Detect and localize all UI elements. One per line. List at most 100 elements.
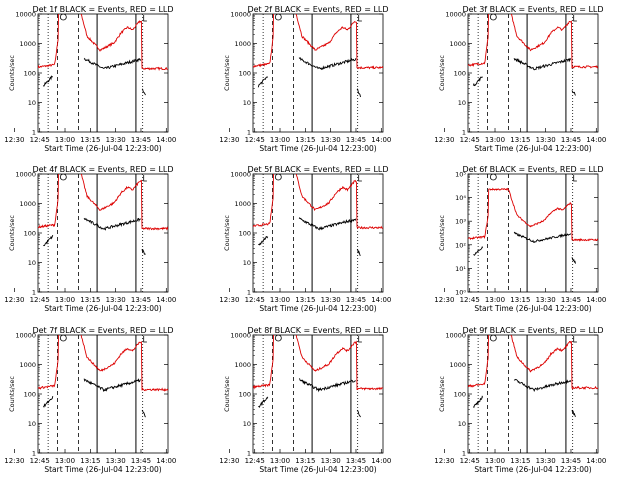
x-tick-label: 12:30 xyxy=(4,296,24,304)
top-corner-marker xyxy=(573,15,577,22)
y-tick-label: 10000 xyxy=(230,332,251,340)
x-tick-label: 14:00 xyxy=(156,296,176,304)
top-circle-marker xyxy=(489,335,497,342)
events-series-line xyxy=(42,57,146,96)
x-tick-label: 12:45 xyxy=(460,457,480,465)
x-tick-label: 13:30 xyxy=(536,296,556,304)
x-tick-label: 12:45 xyxy=(30,457,50,465)
events-series-line xyxy=(258,378,361,418)
x-axis-label: Start Time (26-Jul-04 12:23:00) xyxy=(44,465,161,474)
x-tick-label: 13:00 xyxy=(485,136,505,144)
y-tick-label: 1000 xyxy=(449,361,466,369)
x-tick-label: 13:45 xyxy=(131,457,151,465)
y-tick-label: 1000 xyxy=(19,40,36,48)
plot-title: Det 3f BLACK = Events, RED = LLD xyxy=(462,5,603,14)
detector-plot-9: Det 9f BLACK = Events, RED = LLD Counts/s… xyxy=(434,326,606,474)
detector-plot-4: Det 4f BLACK = Events, RED = LLD Counts/s… xyxy=(4,165,176,313)
y-tick-label: 10³ xyxy=(455,218,466,226)
detector-plot-2: Det 2f BLACK = Events, RED = LLD Counts/s… xyxy=(219,5,391,153)
y-tick-label: 10¹ xyxy=(455,265,466,273)
lld-series-line xyxy=(38,174,168,231)
detector-plot-6: Det 6f BLACK = Events, RED = LLD Counts/s… xyxy=(434,165,606,313)
top-circle-marker xyxy=(274,174,282,181)
x-tick-label: 13:45 xyxy=(346,136,366,144)
y-tick-label: 10000 xyxy=(230,171,251,179)
x-axis-label: Start Time (26-Jul-04 12:23:00) xyxy=(474,144,591,153)
x-tick-label: 13:30 xyxy=(536,136,556,144)
x-tick-label: 14:00 xyxy=(371,136,391,144)
y-tick-label: 100 xyxy=(24,230,36,238)
top-corner-marker xyxy=(143,175,147,182)
y-tick-label: 10000 xyxy=(15,11,36,19)
y-tick-label: 1000 xyxy=(19,200,36,208)
y-axis-label: Counts/sec xyxy=(8,376,16,412)
detector-plot-3: Det 3f BLACK = Events, RED = LLD Counts/s… xyxy=(434,5,606,153)
top-circle-marker xyxy=(489,14,497,21)
events-series-line xyxy=(257,57,361,98)
x-tick-label: 13:30 xyxy=(106,296,126,304)
lld-series-line xyxy=(38,14,168,72)
plot-title: Det 6f BLACK = Events, RED = LLD xyxy=(462,165,603,174)
x-tick-label: 13:15 xyxy=(80,457,100,465)
top-corner-marker xyxy=(573,175,577,182)
top-circle-marker xyxy=(59,14,67,21)
plot-title: Det 4f BLACK = Events, RED = LLD xyxy=(32,165,173,174)
x-tick-label: 13:00 xyxy=(270,457,290,465)
x-tick-label: 13:15 xyxy=(510,457,530,465)
y-axis-label: Counts/sec xyxy=(438,55,446,91)
top-circle-marker xyxy=(59,174,67,181)
x-tick-label: 12:30 xyxy=(219,457,239,465)
y-tick-label: 10000 xyxy=(15,171,36,179)
y-tick-label: 10 xyxy=(243,99,251,107)
detector-plot-5: Det 5f BLACK = Events, RED = LLD Counts/s… xyxy=(219,165,391,313)
x-tick-label: 13:45 xyxy=(131,136,151,144)
x-tick-label: 13:45 xyxy=(346,296,366,304)
detector-plot-8: Det 8f BLACK = Events, RED = LLD Counts/s… xyxy=(219,326,391,474)
y-tick-label: 10 xyxy=(28,99,36,107)
x-tick-label: 14:00 xyxy=(371,457,391,465)
y-tick-label: 1000 xyxy=(234,40,251,48)
lld-series-line xyxy=(468,14,598,69)
plot-title: Det 7f BLACK = Events, RED = LLD xyxy=(32,326,173,335)
x-tick-label: 13:45 xyxy=(561,296,581,304)
y-tick-label: 100 xyxy=(239,70,251,78)
x-tick-label: 13:15 xyxy=(295,296,315,304)
lld-series-line xyxy=(253,14,383,70)
detector-plot-7: Det 7f BLACK = Events, RED = LLD Counts/s… xyxy=(4,326,176,474)
plot-title: Det 1f BLACK = Events, RED = LLD xyxy=(32,5,173,14)
y-tick-label: 1000 xyxy=(19,361,36,369)
x-tick-label: 13:15 xyxy=(510,296,530,304)
y-tick-label: 100 xyxy=(24,391,36,399)
y-tick-label: 10 xyxy=(458,99,466,107)
y-axis-label: Counts/sec xyxy=(8,55,16,91)
events-series-line xyxy=(43,217,146,255)
x-tick-label: 12:45 xyxy=(460,296,480,304)
y-tick-label: 10⁰ xyxy=(455,289,466,297)
y-tick-label: 10 xyxy=(28,259,36,267)
x-tick-label: 12:30 xyxy=(434,457,454,465)
top-circle-marker xyxy=(274,335,282,342)
lld-series-line xyxy=(468,335,598,390)
x-tick-label: 13:00 xyxy=(485,457,505,465)
x-tick-label: 13:15 xyxy=(295,457,315,465)
y-tick-label: 10⁵ xyxy=(455,171,466,179)
x-tick-label: 13:30 xyxy=(106,457,126,465)
x-tick-label: 13:00 xyxy=(485,296,505,304)
x-tick-label: 13:00 xyxy=(55,457,75,465)
y-tick-label: 10⁴ xyxy=(455,194,466,202)
x-axis-label: Start Time (26-Jul-04 12:23:00) xyxy=(474,304,591,313)
lld-series-line xyxy=(253,174,383,230)
y-tick-label: 10 xyxy=(243,420,251,428)
x-tick-label: 14:00 xyxy=(586,136,606,144)
x-tick-label: 14:00 xyxy=(371,296,391,304)
events-series-line xyxy=(258,217,361,256)
x-tick-label: 13:30 xyxy=(321,457,341,465)
x-axis-label: Start Time (26-Jul-04 12:23:00) xyxy=(44,144,161,153)
y-tick-label: 1 xyxy=(462,450,466,458)
y-tick-label: 10 xyxy=(28,420,36,428)
x-tick-label: 13:00 xyxy=(270,136,290,144)
x-tick-label: 14:00 xyxy=(586,457,606,465)
y-axis-label: Counts/sec xyxy=(223,215,231,251)
y-tick-label: 1 xyxy=(247,289,251,297)
y-axis-label: Counts/sec xyxy=(438,376,446,412)
